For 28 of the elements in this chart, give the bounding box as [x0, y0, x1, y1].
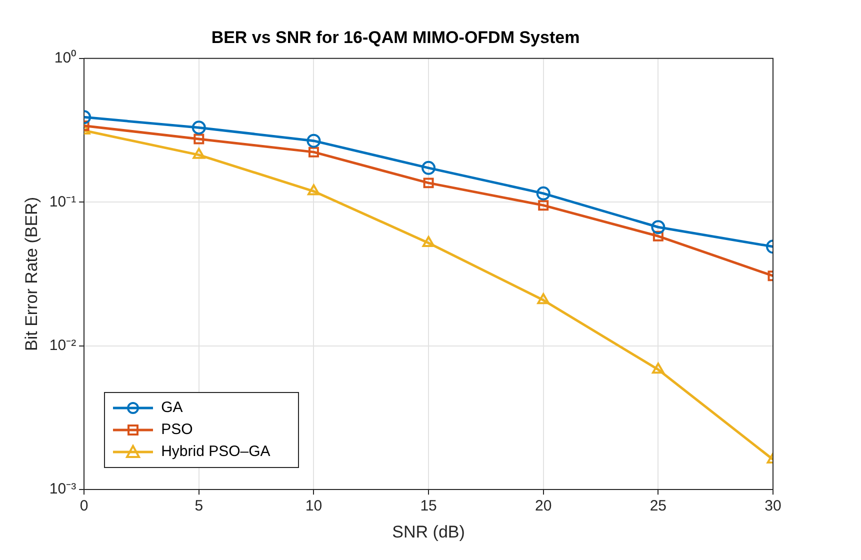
- point: [308, 146, 319, 158]
- y-tick-label: 10⁻³: [49, 480, 76, 498]
- x-tick-label: 10: [305, 498, 322, 515]
- point: [537, 293, 550, 304]
- x-tick-label: 25: [650, 498, 667, 515]
- x-tick-label: 5: [194, 498, 204, 515]
- point: [308, 184, 320, 196]
- point: [652, 230, 664, 242]
- x-tick-label: 30: [764, 498, 782, 515]
- point: [538, 200, 549, 211]
- y-tick-label: 10⁰: [54, 50, 76, 67]
- legend-label: Hybrid PSO–GA: [161, 443, 270, 460]
- point: [422, 160, 436, 175]
- point: [536, 186, 550, 200]
- point: [652, 362, 664, 374]
- y-tick-label: 10⁻²: [49, 337, 76, 354]
- x-tick-label: 20: [535, 498, 552, 515]
- legend-label: PSO: [161, 421, 193, 438]
- x-tick-label: 0: [80, 498, 88, 515]
- point: [422, 236, 435, 247]
- y-axis-title: Bit Error Rate (BER): [22, 197, 41, 351]
- x-axis-title: SNR (dB): [392, 522, 465, 542]
- chart-title: BER vs SNR for 16-QAM MIMO-OFDM System: [211, 28, 580, 47]
- y-tick-label: 10⁻¹: [49, 193, 76, 210]
- legend-label: GA: [161, 399, 183, 416]
- x-tick-label: 15: [420, 498, 437, 515]
- point: [423, 178, 434, 188]
- point: [306, 134, 321, 148]
